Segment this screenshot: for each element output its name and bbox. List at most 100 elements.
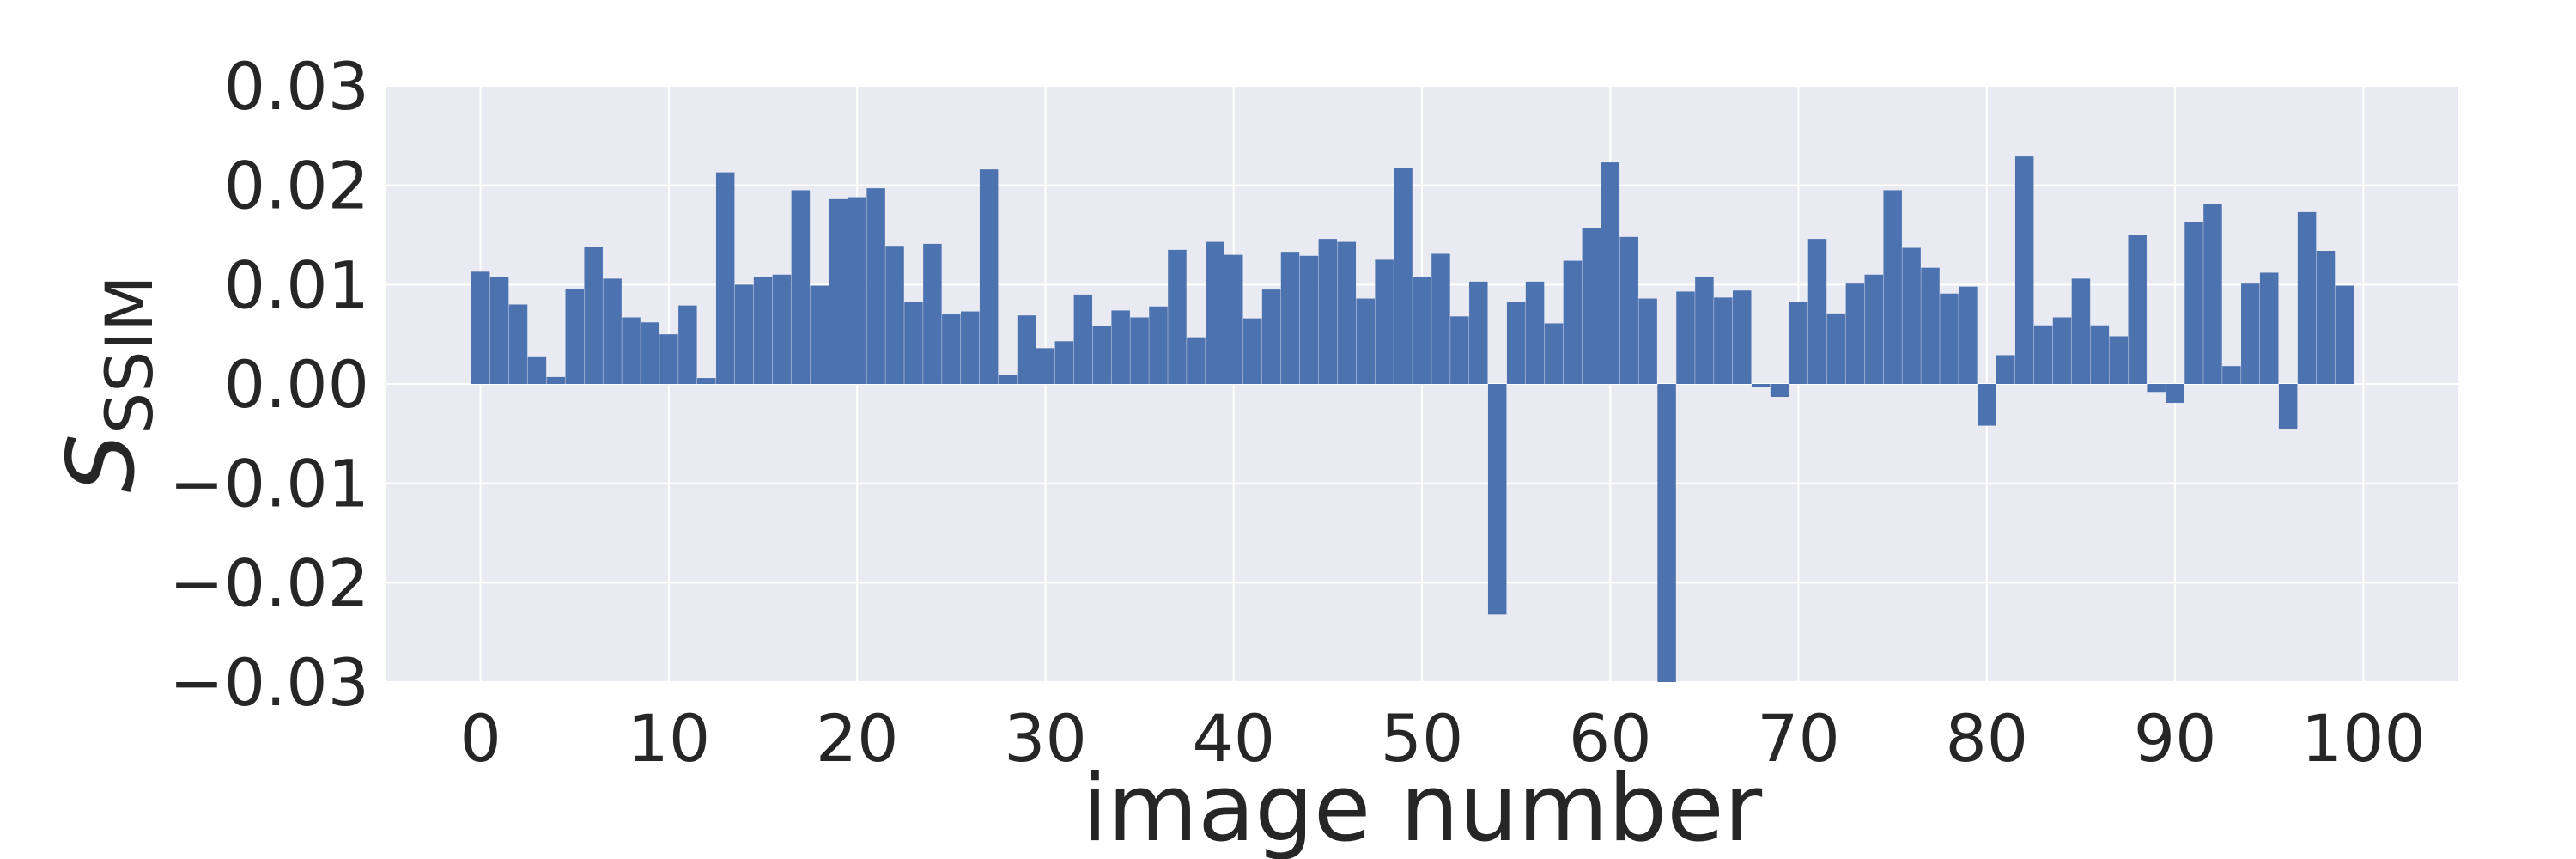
bar (2033, 325, 2053, 384)
bar (1940, 293, 1959, 384)
bar (508, 304, 528, 384)
bar (2014, 156, 2034, 384)
x-tick-label: 90 (2134, 700, 2217, 777)
bar (1299, 255, 1319, 384)
bar (1563, 260, 1583, 384)
bar (829, 198, 848, 384)
bar (998, 375, 1018, 384)
bar (1601, 162, 1620, 384)
bar (471, 271, 490, 384)
bar (904, 301, 923, 384)
x-tick-label: 70 (1757, 700, 1840, 777)
bar (961, 311, 980, 384)
bar (1224, 254, 1243, 384)
y-tick-label: −0.02 (169, 545, 369, 621)
bar (1413, 277, 1431, 384)
bar (1714, 297, 1733, 384)
bar (1017, 315, 1036, 384)
bar (659, 334, 678, 384)
bar (1582, 228, 1601, 384)
bar (678, 305, 697, 384)
bar (923, 243, 942, 384)
bar (1733, 290, 1752, 384)
bar (2259, 272, 2279, 384)
bar (1280, 252, 1300, 384)
bar (1318, 239, 1338, 384)
bar (565, 288, 585, 384)
y-tick-label: −0.03 (169, 644, 369, 721)
y-tick-label: 0.03 (224, 48, 369, 125)
y-axis-title-subscript: SSIM (91, 275, 167, 433)
bar (810, 285, 829, 384)
bar (1883, 190, 1902, 384)
bar (1506, 301, 1526, 384)
y-axis-title-main: S (48, 434, 155, 493)
bar (1168, 249, 1187, 384)
bar (1845, 283, 1865, 384)
bar (1375, 259, 1394, 384)
bar (848, 197, 866, 384)
bar (1676, 291, 1695, 384)
bar (2278, 384, 2298, 430)
bar (1544, 323, 1564, 384)
bar (1469, 281, 1488, 384)
bar (2316, 251, 2336, 384)
y-tick-label: 0.00 (224, 346, 369, 423)
bar (1130, 317, 1149, 384)
bar (715, 172, 735, 384)
bar (1996, 355, 2015, 384)
bar (1751, 384, 1771, 387)
bar (1826, 313, 1846, 384)
bar (1525, 281, 1545, 384)
bar (979, 169, 999, 384)
bar (1073, 294, 1093, 384)
bar (641, 322, 659, 384)
y-axis-title: SSSIM (48, 275, 167, 492)
bar (527, 356, 547, 384)
bar (1695, 277, 1714, 384)
x-tick-label: 30 (1004, 700, 1087, 777)
bar (1864, 274, 1883, 384)
bar (1619, 236, 1638, 384)
bar (1487, 384, 1507, 615)
bar (1149, 306, 1168, 384)
bar (2297, 211, 2317, 384)
bar (1092, 326, 1111, 384)
y-tick-labels: −0.03 −0.02 −0.01 0.00 0.01 0.02 0.03 (169, 48, 369, 721)
bar (942, 314, 961, 384)
x-tick-label: 60 (1569, 700, 1652, 777)
x-tick-label: 0 (459, 700, 501, 777)
bar (2071, 278, 2091, 384)
bar-series (471, 156, 2354, 682)
bar (1657, 384, 1676, 682)
bar (1921, 267, 1940, 384)
bar (1356, 298, 1375, 384)
x-tick-label: 80 (1945, 700, 2028, 777)
bar (1638, 298, 1657, 384)
bar (622, 317, 641, 384)
x-tick-label: 10 (628, 700, 711, 777)
bar (1242, 318, 1262, 384)
bar (1261, 289, 1281, 384)
bar (584, 247, 603, 384)
x-tick-label: 40 (1192, 700, 1275, 777)
bar (885, 246, 904, 384)
bar (2184, 222, 2203, 384)
bar (2128, 235, 2147, 384)
bar (2203, 204, 2222, 384)
bar (1770, 384, 1789, 398)
bar (2090, 325, 2110, 384)
y-tick-label: 0.01 (224, 247, 369, 323)
bar (2222, 366, 2241, 384)
bar (2052, 317, 2072, 384)
x-tick-labels: 0 10 20 30 40 50 60 70 80 90 100 (459, 700, 2425, 777)
bar (603, 278, 622, 384)
bar (1807, 239, 1827, 384)
bar (1337, 241, 1357, 384)
bar (546, 376, 566, 384)
bar (2109, 336, 2129, 384)
bar (734, 284, 754, 384)
bar (1036, 348, 1055, 384)
bar (1789, 301, 1808, 384)
bar (1450, 316, 1469, 384)
